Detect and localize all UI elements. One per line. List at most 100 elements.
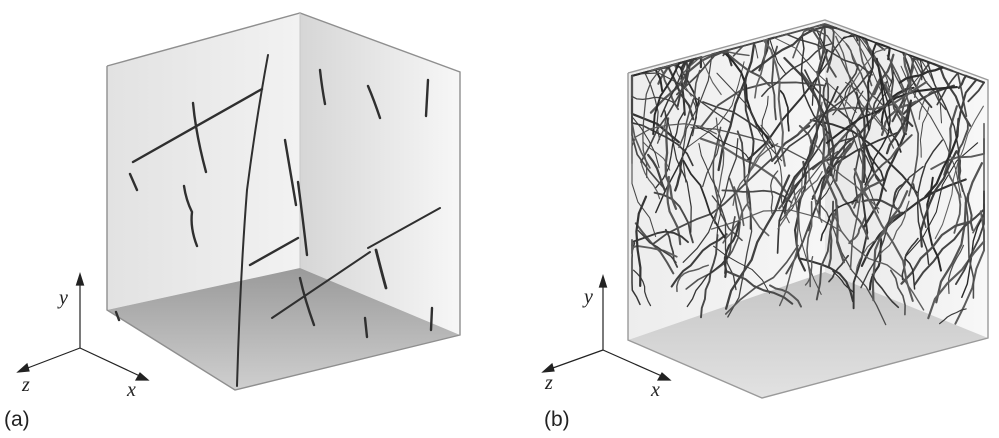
fiber xyxy=(782,86,839,204)
fiber xyxy=(248,236,300,267)
fiber xyxy=(778,27,837,78)
fiber xyxy=(903,52,913,91)
fiber xyxy=(692,99,697,137)
panel-a: y x z xyxy=(16,12,461,401)
fiber xyxy=(878,62,966,114)
fiber xyxy=(743,77,755,174)
fiber xyxy=(966,192,974,231)
fiber xyxy=(804,256,814,286)
fiber xyxy=(871,273,900,309)
fiber xyxy=(721,189,793,204)
fiber xyxy=(674,159,683,192)
fiber xyxy=(811,195,887,326)
fiber xyxy=(957,156,975,299)
fiber xyxy=(698,142,722,237)
fiber xyxy=(182,184,199,248)
axis-label-x-a: x xyxy=(126,379,136,401)
fiber xyxy=(646,153,667,193)
fiber xyxy=(746,137,772,237)
fiber xyxy=(678,69,701,149)
fiber xyxy=(761,42,835,97)
fiber xyxy=(954,210,985,325)
fiber xyxy=(926,61,960,174)
fiber xyxy=(686,57,698,69)
fiber xyxy=(631,230,689,247)
axis-label-y-b: y xyxy=(582,286,593,308)
fiber xyxy=(655,110,686,189)
fiber xyxy=(822,82,829,124)
fiber xyxy=(957,118,969,154)
fiber xyxy=(828,254,850,283)
fiber xyxy=(886,54,920,197)
cube-a-right-face xyxy=(300,13,460,335)
panel-label-b: (b) xyxy=(544,408,570,431)
fiber xyxy=(283,138,298,207)
fiber xyxy=(733,186,745,227)
fiber xyxy=(631,98,660,169)
fiber xyxy=(652,61,685,136)
fiber xyxy=(837,28,891,92)
fiber xyxy=(820,199,857,242)
fiber xyxy=(861,136,885,182)
fiber xyxy=(363,316,369,339)
fiber xyxy=(649,51,719,114)
fiber xyxy=(724,174,791,310)
fiber xyxy=(877,200,910,258)
fiber xyxy=(366,84,382,120)
fiber xyxy=(912,183,927,229)
fiber xyxy=(682,138,739,263)
fiber xyxy=(681,53,713,183)
fiber xyxy=(845,42,885,108)
fiber xyxy=(716,72,783,162)
fiber xyxy=(809,119,918,194)
fiber xyxy=(642,141,671,171)
fiber xyxy=(885,104,910,155)
fiber xyxy=(863,99,913,228)
fiber xyxy=(769,284,802,308)
fiber xyxy=(860,165,924,289)
fiber xyxy=(632,269,652,307)
fiber xyxy=(955,78,986,135)
fiber xyxy=(776,133,827,254)
fiber xyxy=(271,251,371,319)
fiber xyxy=(724,244,799,315)
fiber xyxy=(639,72,731,123)
fiber xyxy=(935,162,984,304)
fiber xyxy=(663,109,692,233)
fiber xyxy=(700,234,719,319)
fiber xyxy=(653,191,694,244)
fiber xyxy=(640,58,696,163)
fiber xyxy=(128,172,139,192)
fiber xyxy=(834,63,860,103)
fiber xyxy=(806,200,813,288)
fiber xyxy=(693,124,752,162)
fiber xyxy=(860,178,967,267)
fiber xyxy=(631,115,694,167)
fiber xyxy=(760,124,790,224)
fiber xyxy=(818,107,882,218)
cube-b-left-face xyxy=(628,20,825,340)
fiber xyxy=(702,139,720,188)
fiber xyxy=(919,150,958,248)
fiber xyxy=(804,69,887,192)
fiber xyxy=(670,233,728,288)
fiber xyxy=(811,131,900,200)
fiber xyxy=(675,45,743,96)
fibers-a xyxy=(114,54,441,387)
fiber xyxy=(849,127,864,270)
axis-label-y-a: y xyxy=(57,287,68,309)
fiber xyxy=(700,81,825,128)
fiber xyxy=(779,89,790,132)
fiber xyxy=(723,221,740,278)
fiber xyxy=(682,61,745,152)
fiber xyxy=(904,257,916,290)
fiber xyxy=(864,78,891,186)
fiber xyxy=(660,60,688,118)
fiber xyxy=(318,68,327,106)
fiber xyxy=(424,78,430,118)
fiber xyxy=(815,200,835,301)
fiber xyxy=(832,212,925,311)
fiber xyxy=(635,195,648,288)
fiber xyxy=(686,256,729,308)
fiber xyxy=(918,88,937,120)
